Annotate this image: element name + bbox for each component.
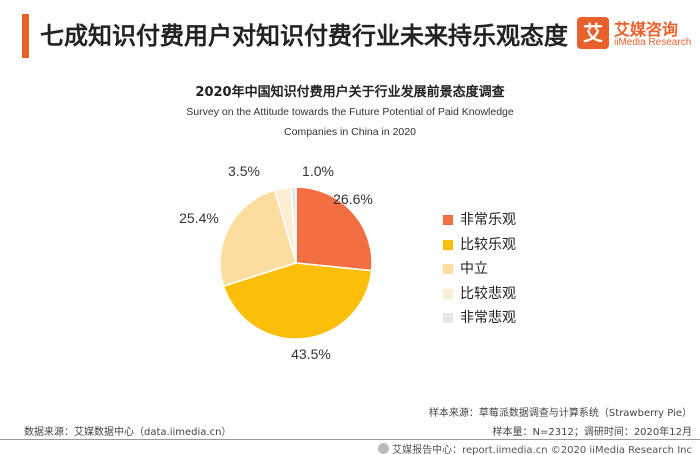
legend-label: 中立: [460, 261, 488, 277]
pie-data-label: 1.0%: [302, 163, 334, 179]
pie-data-label: 3.5%: [228, 163, 260, 179]
pie-slice: [219, 189, 297, 287]
legend-label: 非常乐观: [460, 212, 516, 228]
chart-title: 2020年中国知识付费用户关于行业发展前景态度调查: [195, 85, 505, 100]
legend-item: 比较悲观: [443, 282, 516, 307]
footer-divider: [0, 439, 700, 440]
legend-swatch: [443, 239, 453, 250]
legend-swatch: [443, 264, 453, 274]
page-title: 七成知识付费用户对知识付费行业未来持乐观态度: [40, 22, 568, 50]
sample-size: 样本量：N=2312；调研时间：2020年12月: [492, 427, 692, 438]
legend-item: 非常乐观: [443, 208, 516, 233]
report-center-icon: [378, 443, 390, 454]
pie-data-label: 43.5%: [291, 346, 331, 362]
sample-source: 样本来源：草莓派数据调查与计算系统（Strawberry Pie）: [428, 408, 692, 419]
header-accent-bar: [22, 14, 29, 58]
legend-item: 非常悲观: [443, 306, 516, 331]
pie-slice: [290, 186, 297, 264]
legend-label: 比较悲观: [460, 285, 516, 302]
legend-swatch: [443, 215, 453, 225]
legend-swatch: [443, 288, 453, 299]
legend-label: 比较乐观: [460, 236, 516, 253]
logo-name-en: iiMedia Research: [614, 37, 692, 48]
legend-item: 中立: [443, 257, 516, 282]
pie-slice: [295, 186, 373, 272]
pie-data-label: 26.6%: [333, 191, 373, 207]
pie-data-label: 25.4%: [179, 210, 219, 226]
copyright: 艾媒报告中心：report.iimedia.cn ©2020 iiMedia R…: [378, 441, 692, 455]
legend-swatch: [443, 313, 453, 323]
legend-label: 非常悲观: [460, 310, 516, 326]
chart-subtitle-line-1: Survey on the Attitude towards the Futur…: [186, 106, 514, 118]
chart-subtitle-line-2: Companies in China in 2020: [284, 126, 416, 138]
copyright-text: 艾媒报告中心：report.iimedia.cn ©2020 iiMedia R…: [392, 445, 692, 455]
legend-item: 比较乐观: [443, 233, 516, 258]
logo-icon: 艾: [577, 17, 609, 49]
chart-legend: 非常乐观 比较乐观 中立 比较悲观 非常悲观: [443, 208, 516, 331]
logo: 艾 艾媒咨询 iiMedia Research: [577, 17, 697, 53]
logo-name-cn: 艾媒咨询: [614, 20, 679, 39]
pie-slice: [222, 262, 373, 340]
data-source: 数据来源：艾媒数据中心（data.iimedia.cn）: [24, 427, 232, 438]
chart-subtitle: Survey on the Attitude towards the Futur…: [170, 102, 530, 142]
